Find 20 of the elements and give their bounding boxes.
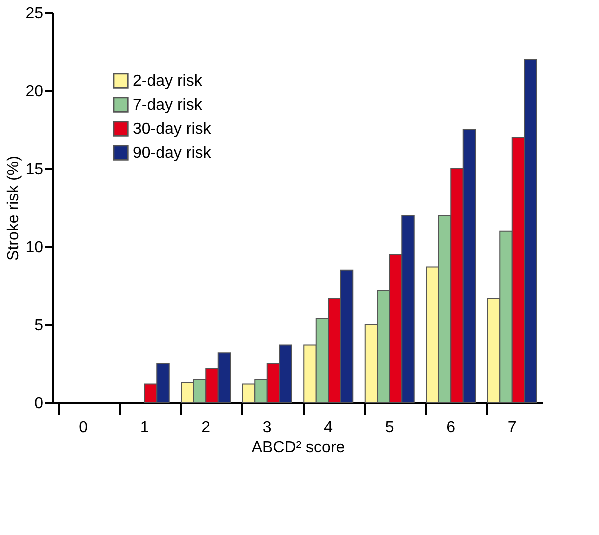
- y-tick-label: 25: [26, 6, 44, 22]
- x-tick-label: 0: [79, 420, 88, 436]
- y-axis-title: Stroke risk (%): [6, 156, 23, 261]
- y-tick-label: 10: [26, 240, 44, 256]
- legend-label: 90-day risk: [133, 145, 212, 162]
- y-tick-label: 15: [26, 162, 44, 178]
- x-tick-label: 1: [140, 420, 150, 436]
- x-axis-title: ABCD² score: [252, 440, 346, 456]
- x-tick-label: 6: [446, 420, 456, 436]
- x-tick-label: 5: [385, 420, 394, 436]
- legend-label: 30-day risk: [133, 121, 212, 138]
- y-tick-label: 5: [34, 318, 44, 334]
- legend-label: 2-day risk: [133, 73, 204, 90]
- x-tick-label: 3: [262, 420, 272, 436]
- y-tick-label: 20: [26, 84, 44, 100]
- x-tick-label: 2: [202, 420, 211, 436]
- x-tick-label: 4: [324, 420, 334, 436]
- legend-label: 7-day risk: [133, 97, 204, 114]
- y-tick-label: 0: [34, 396, 44, 412]
- x-tick-label: 7: [508, 420, 517, 436]
